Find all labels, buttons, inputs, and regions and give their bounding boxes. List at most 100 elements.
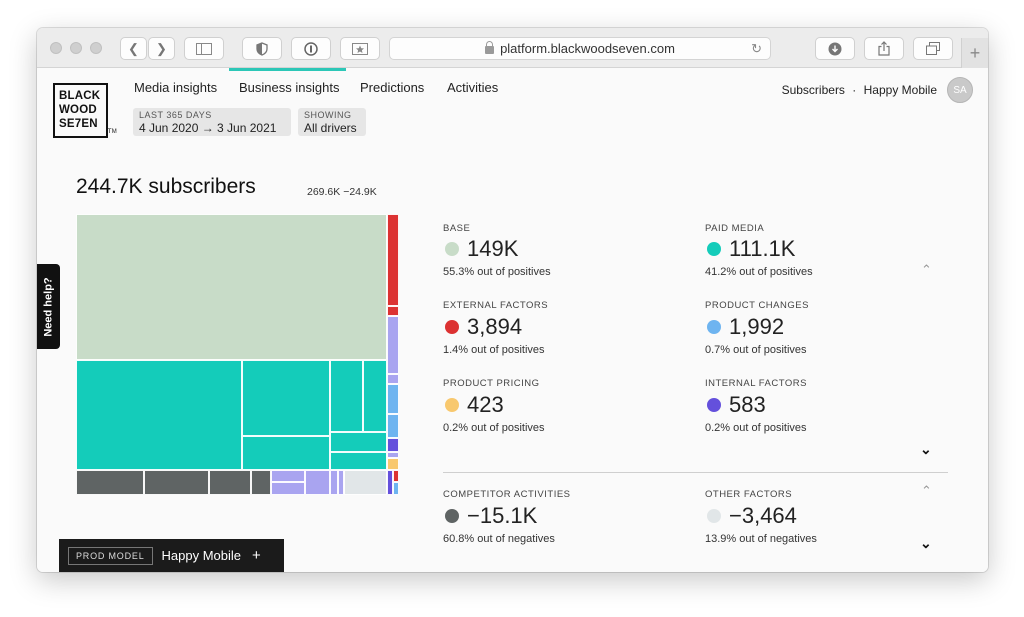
treemap-cell-negative-paid[interactable] — [330, 470, 338, 495]
treemap-cell-external-factors[interactable] — [387, 306, 399, 316]
metric-caption-product-changes: PRODUCT CHANGES — [705, 300, 809, 311]
tabs-button[interactable] — [913, 37, 953, 60]
need-help-tab[interactable]: Need help? — [37, 264, 60, 349]
account-metric: Subscribers — [781, 83, 845, 97]
close-window-button[interactable] — [50, 42, 62, 54]
metric-share-other-factors: 13.9% out of negatives — [705, 533, 817, 545]
treemap-cell-competitor-activities[interactable] — [144, 470, 209, 495]
add-model-icon[interactable]: + — [252, 547, 261, 564]
legend-dot-base — [445, 242, 459, 256]
drivers-caption: SHOWING — [304, 110, 352, 120]
metric-number-product-changes: 1,992 — [729, 314, 785, 339]
treemap-cell-paid-media[interactable] — [242, 360, 330, 436]
tab-business-insights[interactable]: Business insights — [239, 80, 340, 95]
treemap-cell-competitor-activities[interactable] — [209, 470, 251, 495]
metric-caption-competitor-activities: COMPETITOR ACTIVITIES — [443, 489, 571, 500]
metric-number-external-factors: 3,894 — [467, 314, 523, 339]
download-button[interactable] — [815, 37, 855, 60]
treemap-cell-product-changes[interactable] — [387, 414, 399, 438]
prod-model-bar[interactable]: PROD MODEL Happy Mobile + — [59, 539, 284, 572]
treemap-cell-internal-factors[interactable] — [387, 438, 399, 452]
subscriber-range: 269.6K −24.9K — [307, 186, 377, 198]
minimize-window-button[interactable] — [70, 42, 82, 54]
treemap-cell-base[interactable] — [76, 214, 387, 360]
legend-dot-product-changes — [707, 320, 721, 334]
expand-positives-chevron-icon[interactable]: ⌄ — [920, 441, 932, 457]
treemap-cell-negative-paid[interactable] — [338, 470, 344, 495]
tab-media-insights[interactable]: Media insights — [134, 80, 218, 95]
shield-button[interactable] — [242, 37, 282, 60]
back-button[interactable]: ❮ — [120, 37, 147, 60]
drivers-filter[interactable]: SHOWING All drivers — [298, 108, 366, 136]
treemap-cell-product-changes[interactable] — [393, 482, 399, 495]
zoom-window-button[interactable] — [90, 42, 102, 54]
treemap-cell-external-factors[interactable] — [387, 214, 399, 306]
treemap-cell-paid-media[interactable] — [76, 360, 242, 470]
treemap-cell-paid-media[interactable] — [330, 452, 387, 470]
account-separator: · — [852, 83, 857, 97]
metric-value-external-factors: 3,894 — [445, 314, 522, 340]
treemap-cell-paid-media-small[interactable] — [387, 452, 399, 458]
treemap-cell-negative-paid[interactable] — [271, 470, 305, 482]
metric-value-internal-factors: 583 — [707, 392, 766, 418]
collapse-positives-icon[interactable]: ⌃ — [921, 262, 932, 277]
tab-predictions[interactable]: Predictions — [360, 80, 425, 95]
metric-number-paid-media: 111.1K — [729, 236, 796, 261]
period-filter[interactable]: LAST 365 DAYS 4 Jun 2020 → 3 Jun 2021 — [133, 108, 291, 136]
share-button[interactable] — [864, 37, 904, 60]
treemap-cell-competitor-activities[interactable] — [251, 470, 271, 495]
treemap-cell-product-pricing[interactable] — [387, 458, 399, 470]
metric-number-competitor-activities: −15.1K — [467, 503, 538, 528]
bookmark-button[interactable] — [340, 37, 380, 60]
blackwood-seven-logo[interactable]: BLACK WOOD SE7EN TM — [53, 83, 117, 138]
treemap-cell-internal-factors[interactable] — [387, 470, 393, 495]
address-bar[interactable]: platform.blackwoodseven.com ↻ — [389, 37, 771, 60]
metric-share-paid-media: 41.2% out of positives — [705, 266, 813, 278]
sidebar-button[interactable] — [184, 37, 224, 60]
expand-negatives-chevron-icon[interactable]: ⌄ — [920, 535, 932, 551]
metric-share-competitor-activities: 60.8% out of negatives — [443, 533, 555, 545]
plus-icon: + — [969, 42, 981, 63]
metric-value-product-pricing: 423 — [445, 392, 504, 418]
section-divider — [443, 472, 948, 473]
treemap-cell-paid-media-small[interactable] — [387, 374, 399, 384]
treemap-cell-negative-paid[interactable] — [305, 470, 330, 495]
logo-line-2: WOOD — [59, 104, 97, 116]
forward-button[interactable]: ❯ — [148, 37, 175, 60]
treemap-cell-negative-paid[interactable] — [271, 482, 305, 495]
metric-share-base: 55.3% out of positives — [443, 266, 551, 278]
treemap-cell-paid-media-small[interactable] — [387, 316, 399, 374]
password-icon — [304, 41, 318, 56]
password-button[interactable] — [291, 37, 331, 60]
lock-icon — [485, 40, 495, 54]
prod-model-name: Happy Mobile — [161, 548, 242, 563]
metric-number-product-pricing: 423 — [467, 392, 504, 417]
treemap-cell-competitor-activities[interactable] — [76, 470, 144, 495]
metric-number-other-factors: −3,464 — [729, 503, 797, 528]
tab-activities[interactable]: Activities — [447, 80, 499, 95]
treemap-cell-paid-media[interactable] — [242, 436, 330, 470]
treemap-cell-external-factors[interactable] — [393, 470, 399, 482]
treemap-cell-paid-media[interactable] — [330, 360, 363, 432]
drivers-value: All drivers — [304, 121, 357, 135]
metric-value-other-factors: −3,464 — [707, 503, 797, 529]
metric-caption-internal-factors: INTERNAL FACTORS — [705, 378, 807, 389]
bookmark-icon — [352, 42, 368, 55]
legend-dot-internal-factors — [707, 398, 721, 412]
metric-caption-other-factors: OTHER FACTORS — [705, 489, 793, 500]
treemap-cell-product-changes[interactable] — [387, 384, 399, 414]
account-context[interactable]: Subscribers · Happy Mobile — [782, 83, 937, 97]
new-tab-button[interactable]: + — [961, 38, 988, 68]
avatar[interactable]: SA — [947, 77, 973, 103]
period-value: 4 Jun 2020 → 3 Jun 2021 — [139, 121, 277, 135]
chevron-right-icon: ❯ — [156, 40, 167, 56]
browser-toolbar: ❮ ❯ platform.blackwoodseven.com ↻ + — [37, 28, 988, 68]
need-help-label: Need help? — [42, 276, 55, 337]
drivers-treemap — [76, 214, 399, 495]
treemap-cell-paid-media[interactable] — [363, 360, 387, 432]
treemap-cell-other-factors[interactable] — [344, 470, 387, 495]
treemap-cell-paid-media[interactable] — [330, 432, 387, 452]
reload-icon[interactable]: ↻ — [751, 41, 762, 56]
url-text: platform.blackwoodseven.com — [500, 41, 675, 56]
collapse-negatives-icon[interactable]: ⌃ — [921, 483, 932, 498]
